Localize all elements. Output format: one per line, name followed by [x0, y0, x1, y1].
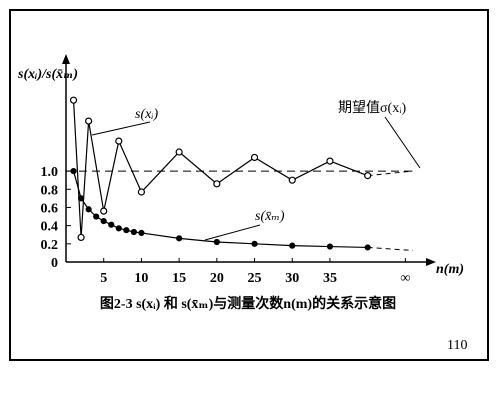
point [100, 217, 107, 225]
x-tick-label: 10 [134, 271, 148, 286]
leader [384, 116, 421, 169]
arrow [62, 54, 70, 64]
x-tick-label: 5 [100, 271, 107, 286]
point [100, 207, 108, 215]
series-line [72, 100, 368, 238]
extension [367, 170, 413, 177]
point [213, 238, 220, 246]
x-tick-label: 25 [248, 271, 262, 286]
x-axis-label: n(m) [436, 262, 464, 277]
point [108, 221, 115, 228]
point [77, 233, 85, 242]
y-tick-label: 1.0 [41, 165, 59, 180]
y-axis-label: s(xᵢ)/s(x̄ₘ) [17, 67, 78, 82]
point [77, 195, 85, 202]
leader [91, 121, 151, 136]
point [115, 225, 122, 232]
point [93, 213, 100, 220]
annotation: 期望值σ(xᵢ) [338, 100, 406, 116]
point [70, 167, 77, 175]
point [213, 180, 221, 188]
point [137, 188, 146, 196]
caption: 图2-3 s(xᵢ) 和 s(x̄ₘ)与测量次数n(m)的关系示意图 [100, 295, 396, 312]
y-tick-label: 0.4 [41, 220, 59, 235]
page-number: 110 [447, 338, 467, 353]
point [130, 228, 137, 236]
y-tick-label: 0.2 [41, 238, 59, 253]
y-tick-label: 0.8 [41, 183, 59, 198]
point [69, 96, 78, 104]
point [176, 235, 183, 242]
leader [204, 224, 261, 241]
annotation: s(x̄ₘ) [255, 209, 285, 224]
x-tick-label: 30 [285, 271, 299, 286]
y-tick-label: 0 [51, 256, 58, 271]
point [85, 206, 92, 213]
frame [9, 9, 489, 361]
point [364, 244, 371, 251]
point [85, 117, 93, 125]
point [251, 240, 258, 247]
extension [367, 246, 413, 251]
point [288, 176, 296, 184]
y-tick-label: 0.6 [41, 201, 59, 216]
arrow [426, 258, 436, 266]
x-tick-label: 35 [323, 271, 337, 286]
x-tick-label: 20 [210, 271, 224, 286]
x-tick-label: 15 [172, 271, 186, 286]
point [175, 148, 183, 156]
point [250, 153, 259, 162]
point [326, 157, 334, 165]
point [289, 242, 296, 249]
x-tick-label: ∞ [400, 271, 410, 286]
point [115, 137, 123, 145]
point [364, 172, 372, 180]
point [123, 227, 130, 234]
annotation: s(xᵢ) [135, 107, 159, 122]
point [326, 243, 334, 250]
series-line [72, 170, 368, 249]
point [138, 229, 145, 237]
